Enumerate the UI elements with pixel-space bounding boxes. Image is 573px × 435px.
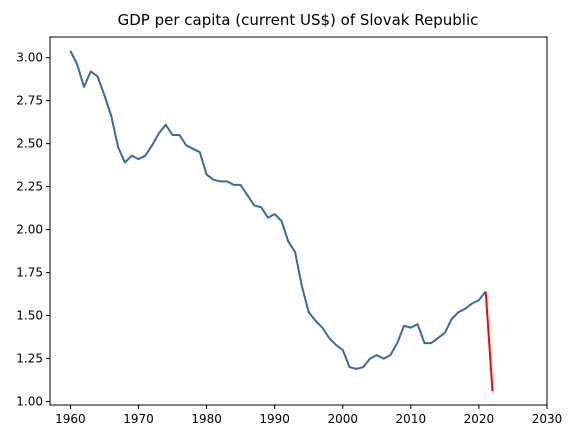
x-tick-label: 2000 [327, 412, 358, 426]
x-tick-label: 2010 [396, 412, 427, 426]
series-line-historical [69, 50, 487, 370]
x-tick-label: 1960 [55, 412, 86, 426]
y-tick-label: 1.25 [16, 352, 43, 366]
x-tick-label: 1970 [123, 412, 154, 426]
x-tick-label: 2030 [532, 412, 563, 426]
x-tick-label: 1980 [191, 412, 222, 426]
series-line-drop [484, 291, 494, 392]
plot-area [69, 50, 494, 392]
chart-title: GDP per capita (current US$) of Slovak R… [118, 11, 479, 29]
y-tick-label: 2.75 [16, 94, 43, 108]
y-tick-label: 2.50 [16, 137, 43, 151]
y-tick-label: 1.00 [16, 395, 43, 409]
plot-frame [49, 36, 548, 406]
y-tick-label: 2.25 [16, 180, 43, 194]
axes: 1960 1970 1980 1990 2000 2010 2020 2030 1.00 1.25… [16, 51, 562, 426]
y-tick-label: 1.75 [16, 266, 43, 280]
x-tick-label: 1990 [259, 412, 290, 426]
y-tick-label: 1.50 [16, 309, 43, 323]
y-tick-label: 2.00 [16, 223, 43, 237]
x-tick-label: 2020 [464, 412, 495, 426]
y-tick-label: 3.00 [16, 51, 43, 65]
